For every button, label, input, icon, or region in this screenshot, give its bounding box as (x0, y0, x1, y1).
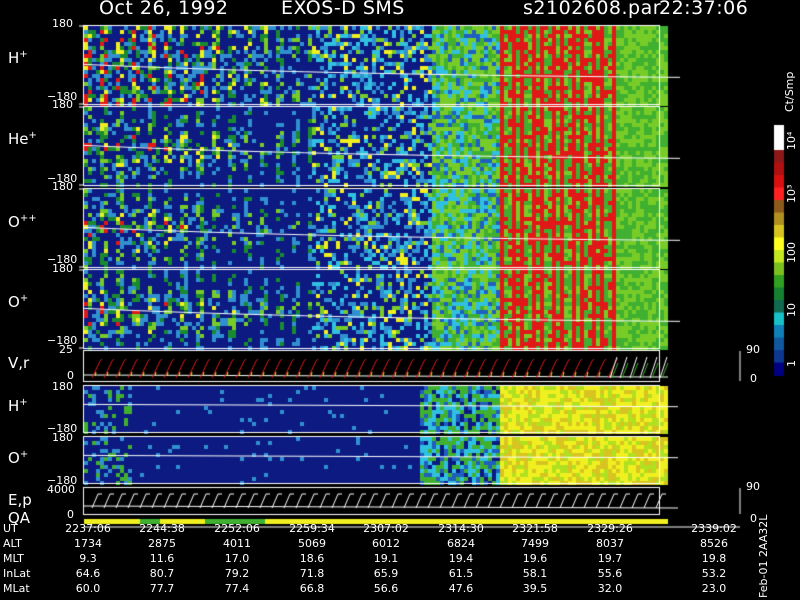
footer-cell: 2307:02 (363, 522, 409, 535)
colorbar-tick-100: 100 (785, 242, 798, 263)
header-date: Oct 26, 1992 (99, 0, 229, 19)
footer-cell: 23.0 (701, 582, 727, 595)
tick-h2-bottom: −180 (47, 422, 78, 435)
footer-cell: 17.0 (224, 552, 250, 565)
footer-row-label: MLat (3, 582, 30, 595)
tick-h2-top: 180 (52, 380, 73, 393)
tick-vr-top: 25 (59, 343, 73, 356)
footer-cell: 9.3 (79, 552, 97, 565)
tick-ep-bottom: 0 (67, 508, 74, 521)
footer-cell: 11.6 (149, 552, 175, 565)
footer-cell: 2329:26 (587, 522, 633, 535)
tick-vr-bottom: 0 (67, 369, 74, 382)
footer-cell: 2339:02 (691, 522, 737, 535)
tick-ep-top: 4000 (47, 483, 75, 496)
panel-label-vr: V,r (8, 354, 30, 372)
footer-cell: 19.4 (448, 552, 474, 565)
panel-label-h-plus-2: H+ (8, 397, 28, 415)
footer-cell: 19.1 (373, 552, 399, 565)
colorbar-unit: Ct/Smp (783, 71, 796, 112)
tick-op-top: 180 (52, 262, 73, 275)
footer-row-label: ALT (3, 537, 22, 550)
footer-cell: 2252:06 (214, 522, 260, 535)
panel-label-o-plus-2: O+ (8, 449, 29, 467)
footer-cell: 47.6 (448, 582, 474, 595)
tick-opp-top: 180 (52, 180, 73, 193)
footer-cell: 80.7 (149, 567, 175, 580)
footer-cell: 2875 (148, 537, 176, 550)
footer-cell: 2244:38 (139, 522, 185, 535)
footer-cell: 58.1 (522, 567, 548, 580)
footer-row-label: UT (3, 522, 18, 535)
footer-cell: 66.8 (299, 582, 325, 595)
footer-cell: 6012 (372, 537, 400, 550)
footer-side-label: Feb-01 2AA32L (757, 514, 770, 598)
colorbar-tick-1e4: 10⁴ (785, 131, 798, 150)
footer-cell: 5069 (298, 537, 326, 550)
footer-cell: 8526 (700, 537, 728, 550)
footer-cell: 4011 (223, 537, 251, 550)
header-file: s2102608.par (523, 0, 662, 19)
footer-cell: 18.6 (299, 552, 325, 565)
footer-cell: 77.4 (224, 582, 250, 595)
footer-cell: 56.6 (373, 582, 399, 595)
footer-row-label: MLT (3, 552, 24, 565)
footer-cell: 77.7 (149, 582, 175, 595)
panel-label-o-plus-plus: O++ (8, 213, 37, 231)
footer-cell: 32.0 (597, 582, 623, 595)
tick-he-top: 180 (52, 98, 73, 111)
footer-cell: 61.5 (448, 567, 474, 580)
tick-o2-bottom: −180 (47, 474, 78, 487)
tick-h-bottom: −180 (47, 90, 78, 103)
footer-cell: 2237:06 (65, 522, 111, 535)
footer-cell: 60.0 (75, 582, 101, 595)
header-time: 22:37:06 (659, 0, 749, 19)
tick-opp-bottom: −180 (47, 253, 78, 266)
colorbar-tick-1: 1 (785, 360, 798, 367)
tick-right-vr-bottom: 0 (750, 372, 757, 385)
footer-cell: 19.8 (701, 552, 727, 565)
footer-cell: 2259:34 (289, 522, 335, 535)
footer-cell: 71.8 (299, 567, 325, 580)
header-instrument: EXOS-D SMS (281, 0, 405, 19)
footer-cell: 64.6 (75, 567, 101, 580)
tick-right-vr-top: 90 (746, 343, 760, 356)
footer-cell: 19.7 (597, 552, 623, 565)
tick-right-ep-top: 90 (746, 480, 760, 493)
tick-right-ep-bottom: 0 (750, 512, 757, 525)
panel-label-ep: E,p (8, 491, 32, 509)
panel-label-o-plus: O+ (8, 293, 29, 311)
colorbar-tick-10: 10 (785, 303, 798, 317)
footer-cell: 19.6 (522, 552, 548, 565)
footer-cell: 2314:30 (438, 522, 484, 535)
panel-label-he-plus: He+ (8, 130, 37, 148)
panel-label-h-plus: H+ (8, 49, 28, 67)
tick-he-bottom: −180 (47, 172, 78, 185)
footer-cell: 65.9 (373, 567, 399, 580)
footer-cell: 55.6 (597, 567, 623, 580)
footer-cell: 1734 (74, 537, 102, 550)
footer-cell: 7499 (521, 537, 549, 550)
footer-cell: 6824 (447, 537, 475, 550)
tick-o2-top: 180 (52, 431, 73, 444)
footer-row-label: InLat (3, 567, 31, 580)
tick-h-top: 180 (52, 17, 73, 30)
panel-label-qa: QA (8, 509, 31, 527)
footer-cell: 8037 (596, 537, 624, 550)
footer-cell: 53.2 (701, 567, 727, 580)
footer-cell: 79.2 (224, 567, 250, 580)
tick-op-bottom: −180 (47, 334, 78, 347)
footer-cell: 2321:58 (512, 522, 558, 535)
footer-cell: 39.5 (522, 582, 548, 595)
colorbar-tick-1e3: 10³ (785, 184, 798, 203)
